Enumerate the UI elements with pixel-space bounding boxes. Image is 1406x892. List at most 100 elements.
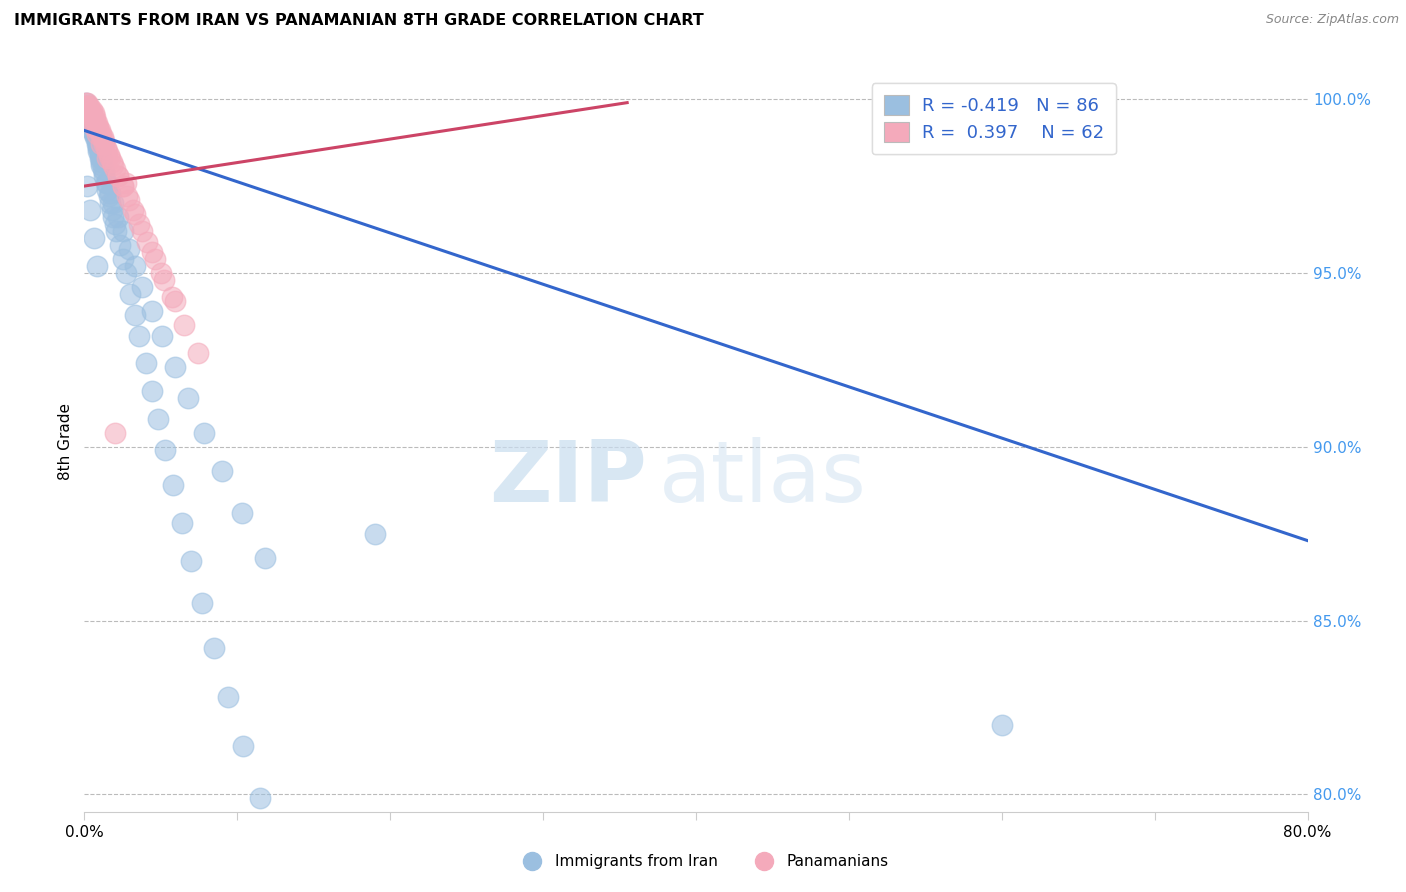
Point	[364, 526, 387, 541]
Point	[114, 176, 136, 190]
Point	[93, 137, 115, 152]
Y-axis label: 8th Grade: 8th Grade	[58, 403, 73, 480]
Point	[104, 217, 127, 231]
Point	[83, 116, 105, 130]
Point	[146, 412, 169, 426]
Point	[89, 123, 111, 137]
Point	[101, 154, 124, 169]
Point	[75, 95, 97, 110]
Point	[93, 169, 115, 183]
Point	[86, 127, 108, 141]
Point	[98, 196, 121, 211]
Point	[94, 141, 117, 155]
Point	[87, 123, 110, 137]
Point	[96, 176, 118, 190]
Point	[77, 99, 100, 113]
Point	[141, 304, 163, 318]
Point	[118, 193, 141, 207]
Point	[80, 110, 103, 124]
Point	[103, 158, 125, 172]
Point	[177, 391, 200, 405]
Point	[115, 189, 138, 203]
Point	[97, 189, 120, 203]
Point	[75, 103, 97, 117]
Point	[83, 120, 105, 134]
Point	[153, 273, 176, 287]
Point	[79, 103, 101, 117]
Point	[77, 110, 100, 124]
Point	[84, 110, 107, 124]
Point	[76, 106, 98, 120]
Point	[98, 151, 121, 165]
Point	[135, 356, 157, 370]
Point	[143, 252, 166, 266]
Point	[141, 384, 163, 398]
Point	[76, 103, 98, 117]
Point	[90, 158, 112, 172]
Point	[267, 843, 290, 857]
Point	[131, 224, 153, 238]
Point	[111, 252, 134, 266]
Point	[98, 186, 121, 200]
Legend: Immigrants from Iran, Panamanians: Immigrants from Iran, Panamanians	[510, 848, 896, 875]
Point	[76, 99, 98, 113]
Point	[111, 224, 134, 238]
Point	[79, 113, 101, 128]
Point	[79, 203, 101, 218]
Point	[141, 245, 163, 260]
Point	[83, 120, 105, 134]
Point	[86, 137, 108, 152]
Point	[83, 127, 105, 141]
Point	[89, 148, 111, 162]
Point	[79, 106, 101, 120]
Point	[97, 148, 120, 162]
Point	[93, 134, 115, 148]
Point	[91, 130, 114, 145]
Point	[76, 179, 98, 194]
Point	[104, 161, 127, 176]
Point	[105, 224, 128, 238]
Point	[93, 165, 115, 179]
Point	[231, 506, 253, 520]
Point	[128, 217, 150, 231]
Point	[104, 425, 127, 440]
Text: ZIP: ZIP	[489, 437, 647, 520]
Point	[79, 110, 101, 124]
Point	[232, 739, 254, 753]
Point	[111, 179, 134, 194]
Point	[108, 238, 131, 252]
Point	[193, 425, 215, 440]
Point	[75, 95, 97, 110]
Point	[83, 113, 105, 128]
Point	[249, 790, 271, 805]
Point	[76, 103, 98, 117]
Point	[149, 266, 172, 280]
Point	[75, 99, 97, 113]
Point	[124, 259, 146, 273]
Point	[173, 318, 195, 332]
Point	[991, 718, 1014, 732]
Point	[90, 137, 112, 152]
Point	[103, 196, 125, 211]
Point	[90, 151, 112, 165]
Point	[120, 286, 142, 301]
Point	[84, 127, 107, 141]
Point	[79, 106, 101, 120]
Point	[87, 145, 110, 159]
Point	[77, 113, 100, 128]
Point	[136, 235, 159, 249]
Point	[96, 182, 118, 196]
Point	[122, 203, 145, 218]
Point	[80, 123, 103, 137]
Point	[180, 554, 202, 568]
Point	[211, 464, 233, 478]
Point	[84, 123, 107, 137]
Point	[86, 134, 108, 148]
Point	[87, 141, 110, 155]
Point	[80, 120, 103, 134]
Point	[162, 478, 184, 492]
Point	[77, 103, 100, 117]
Point	[76, 99, 98, 113]
Point	[83, 231, 105, 245]
Point	[186, 346, 208, 360]
